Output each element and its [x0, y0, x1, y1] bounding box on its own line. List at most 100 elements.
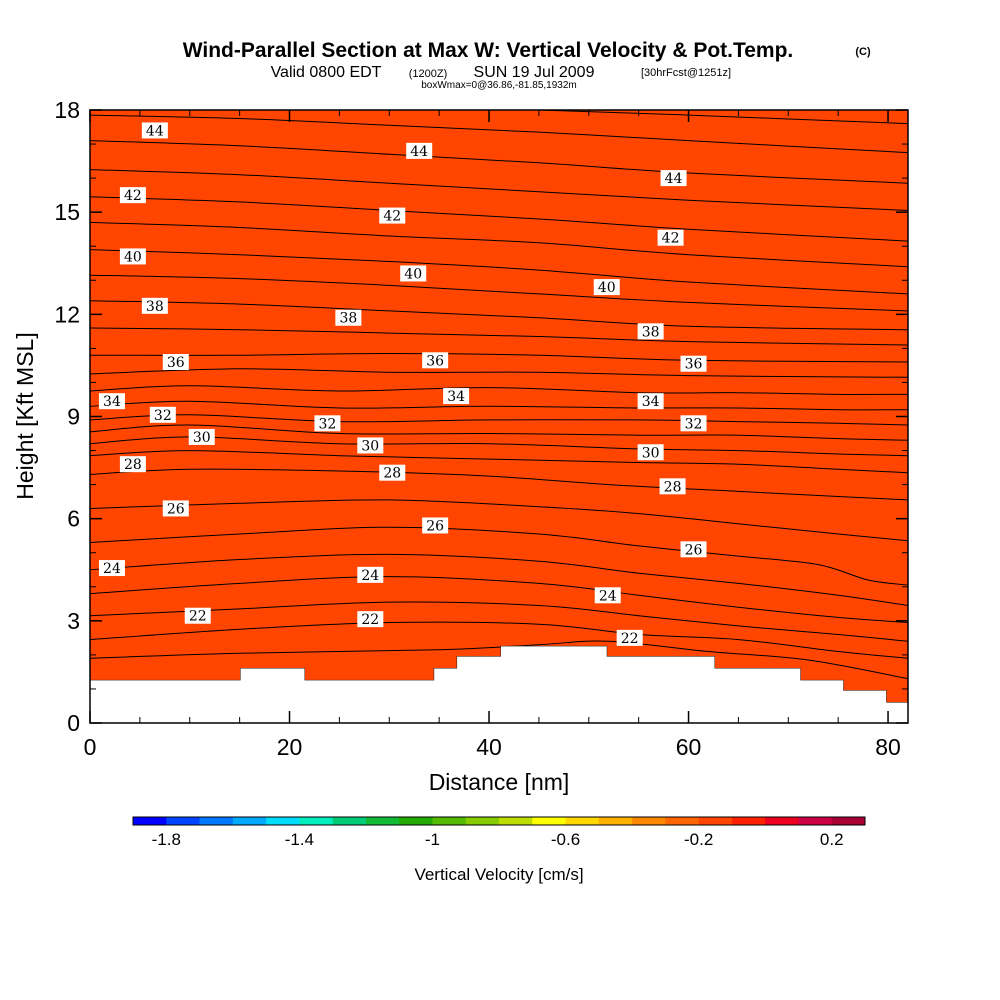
contour-label-box	[637, 444, 664, 461]
colorbar-tick-label: -0.2	[684, 830, 713, 849]
contour-label-text: 28	[664, 479, 682, 495]
contour-label: 26	[162, 500, 189, 517]
y-tick-label: 9	[67, 404, 80, 430]
colorbar-swatch	[465, 817, 500, 825]
contour-label-text: 30	[642, 445, 660, 461]
contour-label-box	[119, 248, 146, 265]
contour-label: 28	[119, 456, 146, 473]
valid-utc-label: (1200Z)	[409, 68, 448, 80]
x-tick-label: 60	[676, 734, 702, 760]
contour-label-text: 44	[410, 144, 428, 160]
contour-label-box	[593, 279, 620, 296]
x-tick-label: 20	[277, 734, 303, 760]
chart-title: Wind-Parallel Section at Max W: Vertical…	[183, 39, 794, 62]
colorbar-frame	[132, 816, 866, 826]
x-axis: 0 20 40 60 80	[84, 110, 901, 760]
contour-label-text: 24	[103, 561, 121, 577]
theta-contour-35	[89, 368, 909, 378]
x-axis-label: Distance [nm]	[429, 769, 570, 795]
contour-label-text: 28	[124, 457, 142, 473]
contour-label-box	[335, 309, 362, 326]
colorbar-swatch	[798, 817, 833, 825]
contour-label-box	[357, 566, 384, 583]
theta-contour-44	[89, 140, 909, 184]
y-axis-label: Height [Kft MSL]	[12, 332, 38, 499]
colorbar-swatch	[532, 817, 566, 825]
contour-label: 40	[593, 279, 620, 296]
colorbar-swatch	[731, 817, 766, 825]
contour-labels: 44 44 44 42 42 42 40 40 40 38 38 38 36 36 36 34 34 34 32 32…	[98, 122, 707, 647]
theta-contour-26	[89, 526, 909, 586]
contour-label: 32	[680, 415, 707, 432]
y-tick-label: 15	[54, 199, 80, 225]
contour-label-box	[400, 265, 427, 282]
colorbar: -1.8 -1.4 -1 -0.6 -0.2 0.2	[132, 816, 866, 849]
colorbar-swatch	[199, 817, 234, 825]
contour-label: 40	[119, 248, 146, 265]
contour-label-text: 34	[103, 394, 121, 410]
theta-contour-21	[89, 640, 909, 680]
contour-label: 38	[637, 323, 664, 340]
contour-label: 30	[637, 444, 664, 461]
contour-label-box	[657, 229, 684, 246]
colorbar-swatch	[598, 817, 633, 825]
contour-label: 24	[357, 566, 384, 584]
contour-label-text: 32	[319, 416, 337, 432]
theta-contour-23	[89, 601, 909, 642]
colorbar-swatch	[365, 817, 400, 825]
x-tick-label: 80	[875, 734, 901, 760]
contour-label-text: 36	[685, 357, 703, 373]
contour-label: 44	[141, 122, 168, 139]
y-tick-label: 18	[54, 97, 80, 123]
colorbar-tick-label: -1.4	[285, 830, 314, 849]
contour-label: 32	[314, 415, 341, 432]
contour-label-text: 34	[642, 394, 660, 410]
theta-contour-42	[89, 196, 909, 242]
contour-label-box	[149, 406, 176, 423]
contour-label-box	[119, 456, 146, 473]
contour-label-text: 26	[167, 501, 185, 517]
contour-label-box	[98, 393, 125, 410]
theta-contour-43	[89, 169, 909, 211]
forecast-label: [30hrFcst@1251z]	[641, 67, 731, 79]
contour-label-box	[659, 478, 686, 495]
valid-time-label: Valid 0800 EDT	[271, 64, 382, 81]
contour-label-text: 32	[154, 408, 172, 424]
colorbar-swatch	[632, 817, 666, 825]
contour-label: 36	[680, 355, 707, 373]
contour-label: 26	[422, 517, 449, 534]
contour-label-text: 24	[361, 568, 379, 584]
contour-label: 22	[184, 607, 211, 625]
theta-contours	[89, 109, 909, 704]
contour-label: 44	[660, 170, 687, 187]
theta-contour-36	[89, 352, 909, 363]
contour-label: 42	[657, 229, 684, 247]
contour-label-text: 26	[685, 542, 703, 558]
colorbar-label: Vertical Velocity [cm/s]	[414, 865, 583, 884]
colorbar-tick-label: -0.6	[551, 830, 580, 849]
contour-label: 36	[422, 352, 449, 369]
contour-label-box	[357, 611, 384, 628]
theta-contour-45	[89, 114, 909, 154]
theta-contour-33	[89, 400, 909, 411]
colorbar-swatch	[399, 817, 433, 825]
contour-label: 40	[400, 265, 427, 282]
colorbar-swatch	[831, 817, 866, 825]
colorbar-tick-label: -1	[425, 830, 440, 849]
contour-label-box	[188, 428, 215, 445]
contour-label: 38	[141, 297, 168, 315]
contour-label-box	[141, 122, 168, 139]
contour-label-text: 30	[193, 430, 211, 446]
contour-label: 42	[379, 207, 406, 225]
colorbar-swatch	[133, 817, 167, 825]
theta-contour-40	[89, 249, 909, 295]
contour-label-text: 38	[146, 299, 164, 315]
theta-contour-22	[89, 621, 909, 659]
colorbar-swatch	[698, 817, 733, 825]
contour-label-box	[379, 207, 406, 224]
colorbar-swatch	[665, 817, 699, 825]
contour-label: 24	[98, 560, 125, 577]
contour-label-box	[162, 354, 189, 371]
